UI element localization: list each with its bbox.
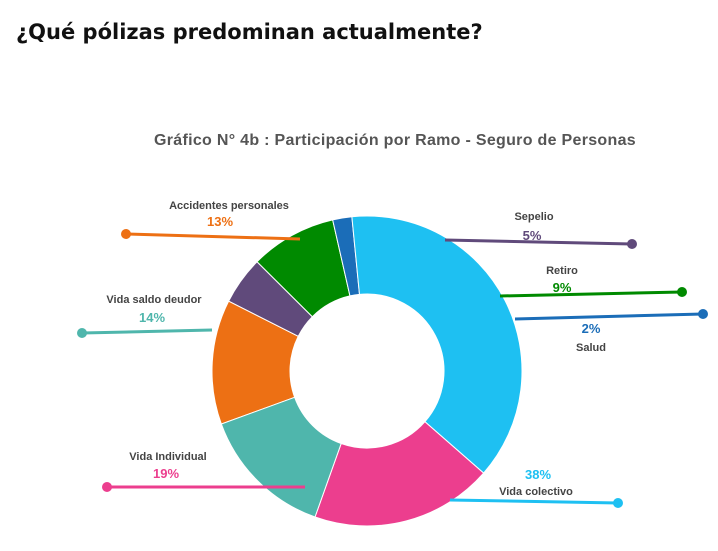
callout-dot-sepelio xyxy=(627,239,637,249)
slice-value-accidentes-personales: 13% xyxy=(207,214,233,229)
slice-label-vida-saldo-deudor: Vida saldo deudor xyxy=(106,294,202,306)
callout-line-accidentes-personales xyxy=(125,232,301,241)
slice-label-vida-individual: Vida Individual xyxy=(129,451,206,463)
callout-dot-accidentes-personales xyxy=(121,229,131,239)
callout-line-retiro xyxy=(499,290,683,298)
page-heading: ¿Qué pólizas predominan actualmente? xyxy=(16,20,483,44)
chart-title: Gráfico N° 4b : Participación por Ramo -… xyxy=(154,132,636,149)
callout-dot-retiro xyxy=(677,287,687,297)
slice-vida-saldo-deudor xyxy=(220,396,342,518)
slice-value-retiro: 9% xyxy=(553,280,572,295)
callout-dot-salud xyxy=(698,309,708,319)
slice-value-vida-saldo-deudor: 14% xyxy=(139,310,165,325)
labels-group: Accidentes personales 13% Sepelio 5% Retiro 9… xyxy=(106,200,606,498)
callout-line-sepelio xyxy=(444,238,633,246)
slice-vida-colectivo xyxy=(351,215,523,474)
slice-label-salud: Salud xyxy=(576,342,606,354)
slices-group xyxy=(211,215,523,527)
callouts-group xyxy=(77,229,708,508)
slice-value-sepelio: 5% xyxy=(523,228,542,243)
callout-dot-vida-individual xyxy=(102,482,112,492)
callout-line-salud xyxy=(514,312,704,321)
slice-label-accidentes-personales: Accidentes personales xyxy=(169,200,289,212)
slice-label-sepelio: Sepelio xyxy=(514,211,553,223)
callout-line-vida-saldo-deudor xyxy=(81,328,213,335)
slice-label-vida-colectivo: Vida colectivo xyxy=(499,486,573,498)
slice-vida-individual xyxy=(314,421,485,527)
slice-value-vida-colectivo: 38% xyxy=(525,467,551,482)
slice-label-retiro: Retiro xyxy=(546,265,578,277)
callout-dot-vida-saldo-deudor xyxy=(77,328,87,338)
slice-value-salud: 2% xyxy=(582,321,601,336)
slice-value-vida-individual: 19% xyxy=(153,466,179,481)
callout-line-vida-colectivo xyxy=(449,498,619,505)
callout-dot-vida-colectivo xyxy=(613,498,623,508)
